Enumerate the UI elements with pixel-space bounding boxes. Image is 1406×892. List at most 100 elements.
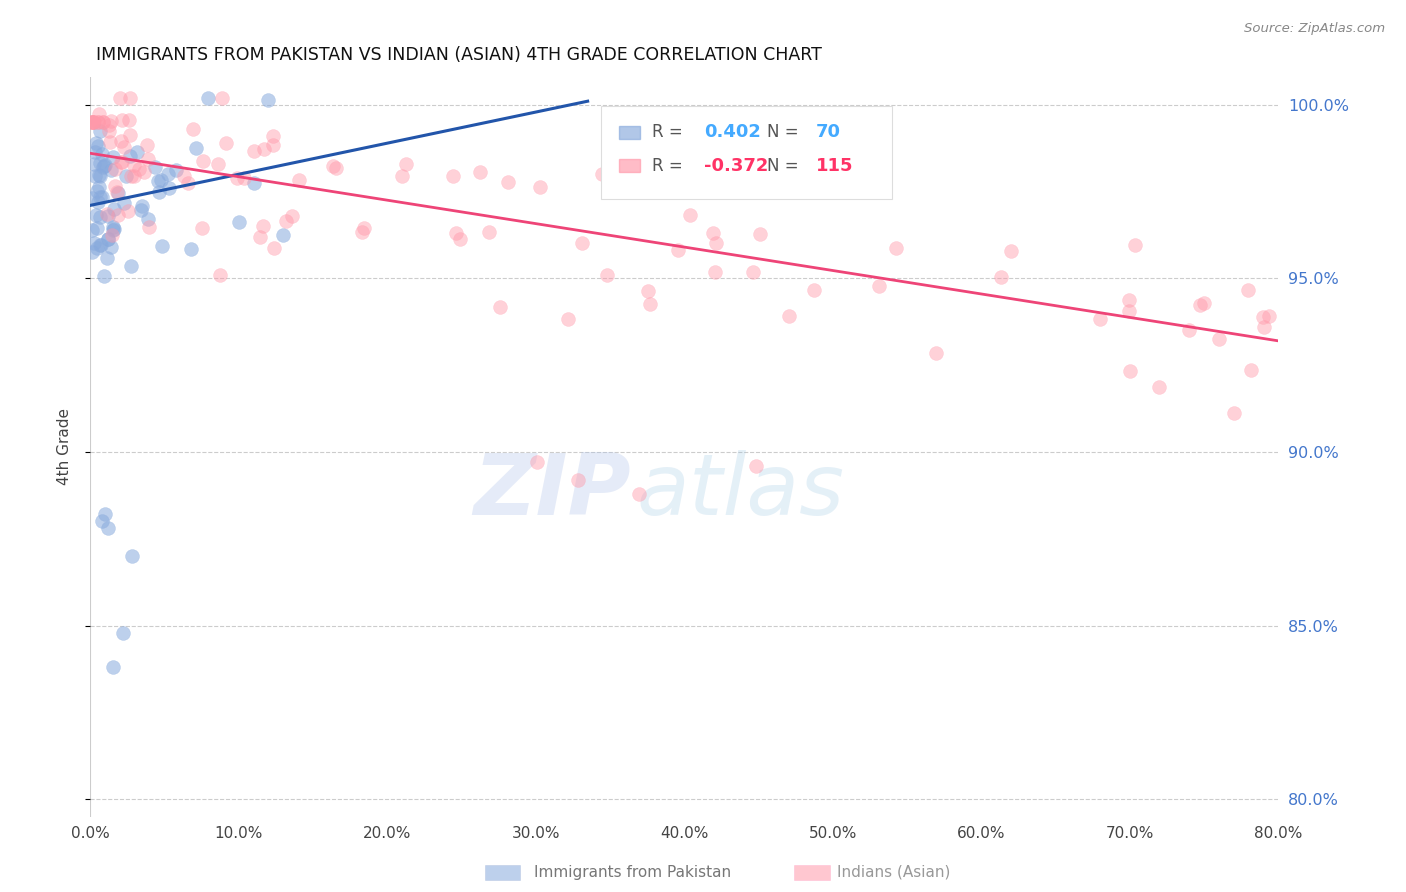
Point [281,209,304,223]
Point [89,169,111,183]
Point [96,207,118,221]
Point [745,458,768,473]
Point [444,226,467,240]
Point [115,169,138,183]
Point [193,153,215,168]
Point [97,209,120,223]
Text: N =: N = [768,157,804,175]
Point [91,160,114,174]
Point [1149,380,1171,394]
Point [325,161,347,176]
Point [191,221,214,235]
Point [184,141,207,155]
Point [105,185,128,199]
Point [207,156,229,170]
Point [103,222,125,236]
Point [322,160,344,174]
Point [1222,406,1244,420]
Point [1178,323,1201,337]
Point [100,114,122,128]
Point [679,208,702,222]
Point [122,169,145,183]
Point [90,146,112,161]
Text: atlas: atlas [637,450,845,533]
Point [226,171,249,186]
Point [1118,364,1140,378]
Point [83,145,105,160]
Point [129,202,152,217]
Point [748,227,770,241]
Point [197,91,219,105]
Point [80,115,103,129]
Point [80,223,103,237]
Text: 115: 115 [815,157,853,175]
Point [1208,332,1230,346]
Point [150,239,173,253]
Point [262,129,284,144]
Point [704,265,727,279]
Point [350,225,373,239]
Point [87,115,110,129]
Point [211,91,233,105]
Point [478,225,501,239]
Point [91,190,114,204]
Point [84,136,107,151]
Point [112,140,135,154]
Point [441,169,464,183]
Point [529,180,551,194]
Point [86,220,108,235]
Point [228,215,250,229]
Point [122,158,145,172]
Point [82,115,104,129]
Point [1258,309,1281,323]
Point [136,152,159,166]
Point [107,186,129,201]
Text: N =: N = [768,123,804,141]
Point [98,135,121,149]
Point [271,228,294,243]
Text: Indians (Asian): Indians (Asian) [837,865,950,880]
Point [117,203,139,218]
Point [132,165,155,179]
Point [82,245,104,260]
Point [120,128,142,142]
Point [252,219,274,234]
Point [103,202,125,216]
Point [449,232,471,246]
Point [180,242,202,256]
Point [128,162,150,177]
Point [571,235,593,250]
Point [557,312,579,326]
Point [868,279,890,293]
Point [94,508,117,522]
Point [148,185,170,199]
Point [288,173,311,187]
Point [262,138,284,153]
Point [778,309,800,323]
Point [87,115,110,129]
Point [702,227,724,241]
Point [243,144,266,158]
Point [121,549,143,563]
Point [925,346,948,360]
Point [101,220,124,235]
Point [181,122,204,136]
Point [1088,312,1111,326]
Point [86,241,108,255]
Text: -0.372: -0.372 [704,157,769,175]
Point [640,297,662,311]
Bar [619,159,640,172]
Point [111,112,134,127]
Point [1253,319,1275,334]
Point [82,115,104,129]
Point [990,270,1012,285]
Point [86,184,108,198]
Point [488,301,510,315]
Point [120,169,142,184]
Point [100,163,122,178]
Point [97,124,120,138]
Point [704,235,727,250]
Point [91,115,114,129]
Text: Immigrants from Pakistan: Immigrants from Pakistan [534,865,731,880]
Point [146,174,169,188]
